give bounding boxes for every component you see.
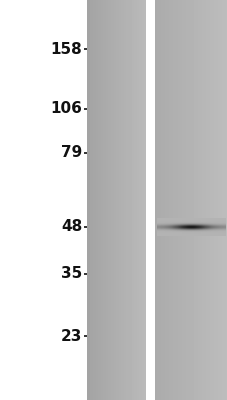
Text: 48: 48	[61, 219, 82, 234]
Text: 158: 158	[50, 42, 82, 57]
Text: 106: 106	[50, 101, 82, 116]
Text: 35: 35	[61, 266, 82, 281]
Text: 79: 79	[61, 145, 82, 160]
Bar	[145, 0, 154, 400]
Text: 23: 23	[60, 329, 82, 344]
